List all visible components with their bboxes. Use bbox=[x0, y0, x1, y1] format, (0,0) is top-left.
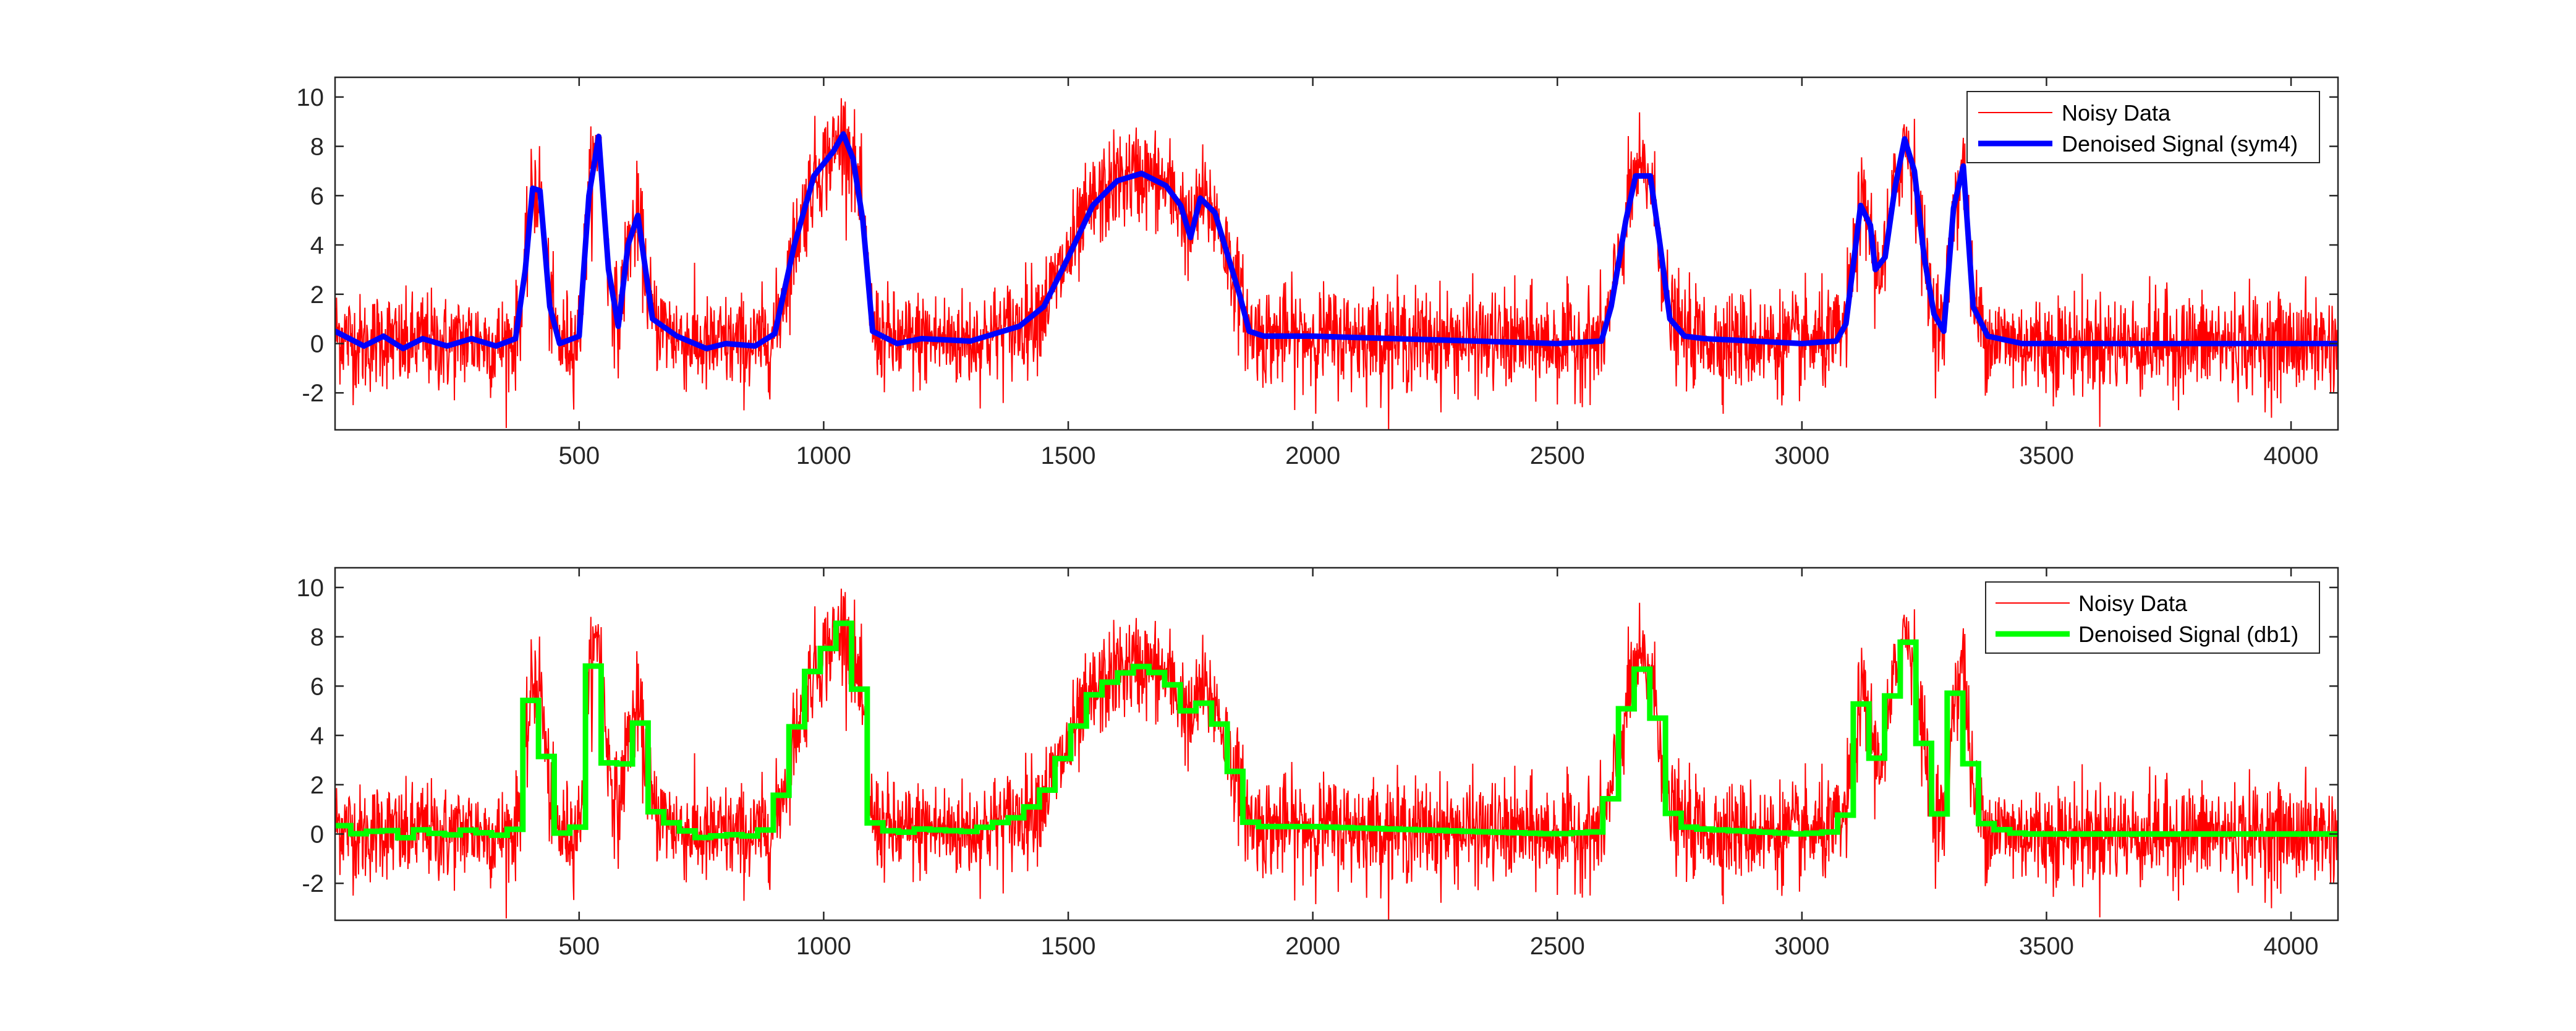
y-tick-label: 2 bbox=[310, 281, 324, 309]
top-x-axis: 500 1000 1500 2000 2500 3000 3500 4000 bbox=[558, 77, 2319, 469]
y-tick-label: 6 bbox=[310, 182, 324, 210]
bottom-y-axis: -2 0 2 4 6 8 10 bbox=[297, 575, 2338, 897]
x-tick-label: 1500 bbox=[1041, 442, 1096, 469]
bottom-legend-noisy-label: Noisy Data bbox=[2078, 591, 2188, 616]
bottom-legend-denoised-label: Denoised Signal (db1) bbox=[2078, 622, 2298, 647]
y-tick-label: 6 bbox=[310, 673, 324, 700]
y-tick-label: 0 bbox=[310, 821, 324, 848]
bottom-noisy-data-line bbox=[335, 588, 2338, 920]
x-tick-label: 2500 bbox=[1530, 933, 1585, 960]
x-tick-label: 4000 bbox=[2264, 933, 2319, 960]
y-tick-label: -2 bbox=[302, 870, 324, 897]
x-tick-label: 4000 bbox=[2264, 442, 2319, 469]
bottom-x-axis: 500 1000 1500 2000 2500 3000 3500 4000 bbox=[558, 568, 2319, 960]
bottom-panel: 500 1000 1500 2000 2500 3000 3500 4000 -2 0 2 4 6 8 1… bbox=[297, 567, 2339, 960]
y-tick-label: 10 bbox=[297, 84, 325, 111]
top-plot-area bbox=[335, 98, 2338, 430]
y-tick-label: 8 bbox=[310, 134, 324, 161]
x-tick-label: 1000 bbox=[796, 933, 851, 960]
top-legend-denoised-label: Denoised Signal (sym4) bbox=[2062, 131, 2298, 156]
top-denoised-sym4-line bbox=[335, 131, 2338, 351]
top-legend-box bbox=[1966, 91, 2320, 163]
x-tick-label: 500 bbox=[558, 442, 600, 469]
y-tick-label: 10 bbox=[297, 575, 325, 602]
x-tick-label: 1000 bbox=[796, 442, 851, 469]
y-tick-label: 0 bbox=[310, 330, 324, 357]
top-panel: 500 1000 1500 2000 2500 3000 3500 4000 -2 0 2 4 6 8 1… bbox=[297, 76, 2339, 469]
y-tick-label: -2 bbox=[302, 380, 324, 407]
x-tick-label: 2500 bbox=[1530, 442, 1585, 469]
bottom-legend: Noisy Data Denoised Signal (db1) bbox=[1985, 581, 2320, 654]
y-tick-label: 4 bbox=[310, 232, 324, 259]
top-legend: Noisy Data Denoised Signal (sym4) bbox=[1966, 91, 2320, 163]
x-tick-label: 500 bbox=[558, 933, 600, 960]
top-legend-noisy-label: Noisy Data bbox=[2062, 100, 2171, 126]
x-tick-label: 3500 bbox=[2019, 933, 2074, 960]
top-y-axis: -2 0 2 4 6 8 10 bbox=[297, 84, 2338, 407]
x-tick-label: 3000 bbox=[1774, 442, 1829, 469]
y-tick-label: 4 bbox=[310, 722, 324, 750]
y-tick-label: 2 bbox=[310, 772, 324, 799]
x-tick-label: 1500 bbox=[1041, 933, 1096, 960]
x-tick-label: 2000 bbox=[1285, 933, 1340, 960]
top-axes-box bbox=[334, 76, 2339, 431]
x-tick-label: 3500 bbox=[2019, 442, 2074, 469]
y-tick-label: 8 bbox=[310, 624, 324, 651]
bottom-axes-box bbox=[334, 567, 2339, 922]
x-tick-label: 2000 bbox=[1285, 442, 1340, 469]
x-tick-label: 3000 bbox=[1774, 933, 1829, 960]
top-noisy-data-line bbox=[335, 98, 2338, 430]
bottom-legend-box bbox=[1985, 581, 2320, 654]
bottom-denoised-db1-line bbox=[335, 620, 2338, 841]
bottom-plot-area bbox=[335, 588, 2338, 920]
